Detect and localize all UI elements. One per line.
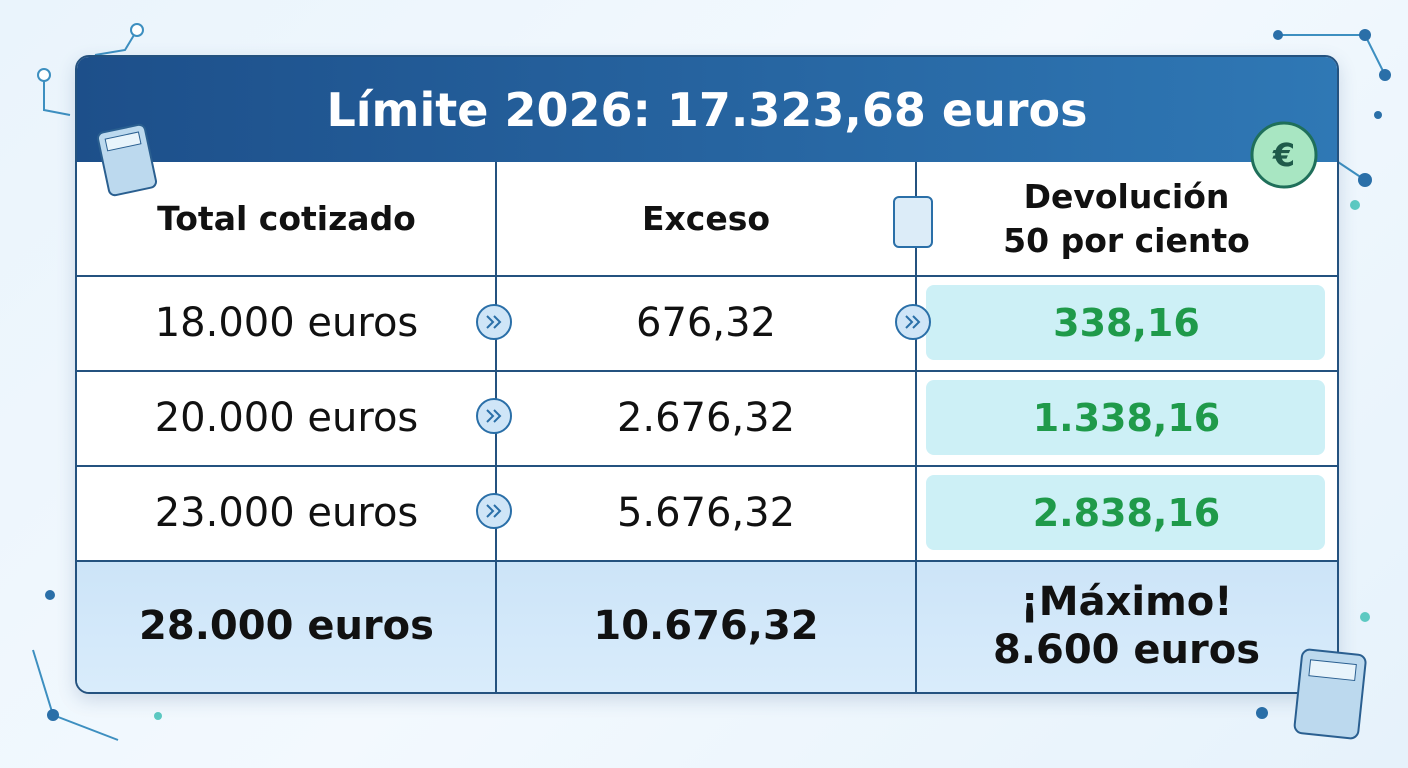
highlight-box	[926, 285, 1325, 360]
table-cell: 23.000 euros	[154, 489, 419, 536]
table-cell: 5.676,32	[616, 489, 796, 536]
highlight-box	[926, 380, 1325, 455]
header-cell: Exceso	[641, 198, 771, 238]
table-cell: 1.338,16	[1032, 395, 1221, 440]
total-row-bg	[77, 560, 1337, 692]
header-cell: Devolución 50 por ciento	[916, 162, 1337, 275]
table-cell: 10.676,32	[593, 603, 819, 649]
highlight-box	[926, 475, 1325, 550]
header-cell: Total cotizado	[157, 198, 416, 238]
table-cell: 28.000 euros	[139, 603, 434, 649]
table-cell: 20.000 euros	[154, 394, 419, 441]
table-cell: 2.838,16	[1032, 490, 1221, 535]
header-line: Devolución	[1023, 176, 1230, 216]
table-cell: 2.676,32	[616, 394, 796, 441]
title: Límite 2026: 17.323,68 euros	[77, 57, 1337, 162]
header-line: 50 por ciento	[1003, 220, 1250, 260]
table-cell: ¡Máximo! 8.600 euros	[916, 560, 1337, 692]
table-card: Límite 2026: 17.323,68 euros Total cotiz…	[75, 55, 1339, 694]
table-cell: 18.000 euros	[154, 299, 419, 346]
cell-line: 8.600 euros	[992, 627, 1261, 673]
table-cell: 338,16	[1053, 300, 1200, 345]
table-cell: 676,32	[636, 299, 776, 346]
cell-line: ¡Máximo!	[1020, 579, 1233, 625]
